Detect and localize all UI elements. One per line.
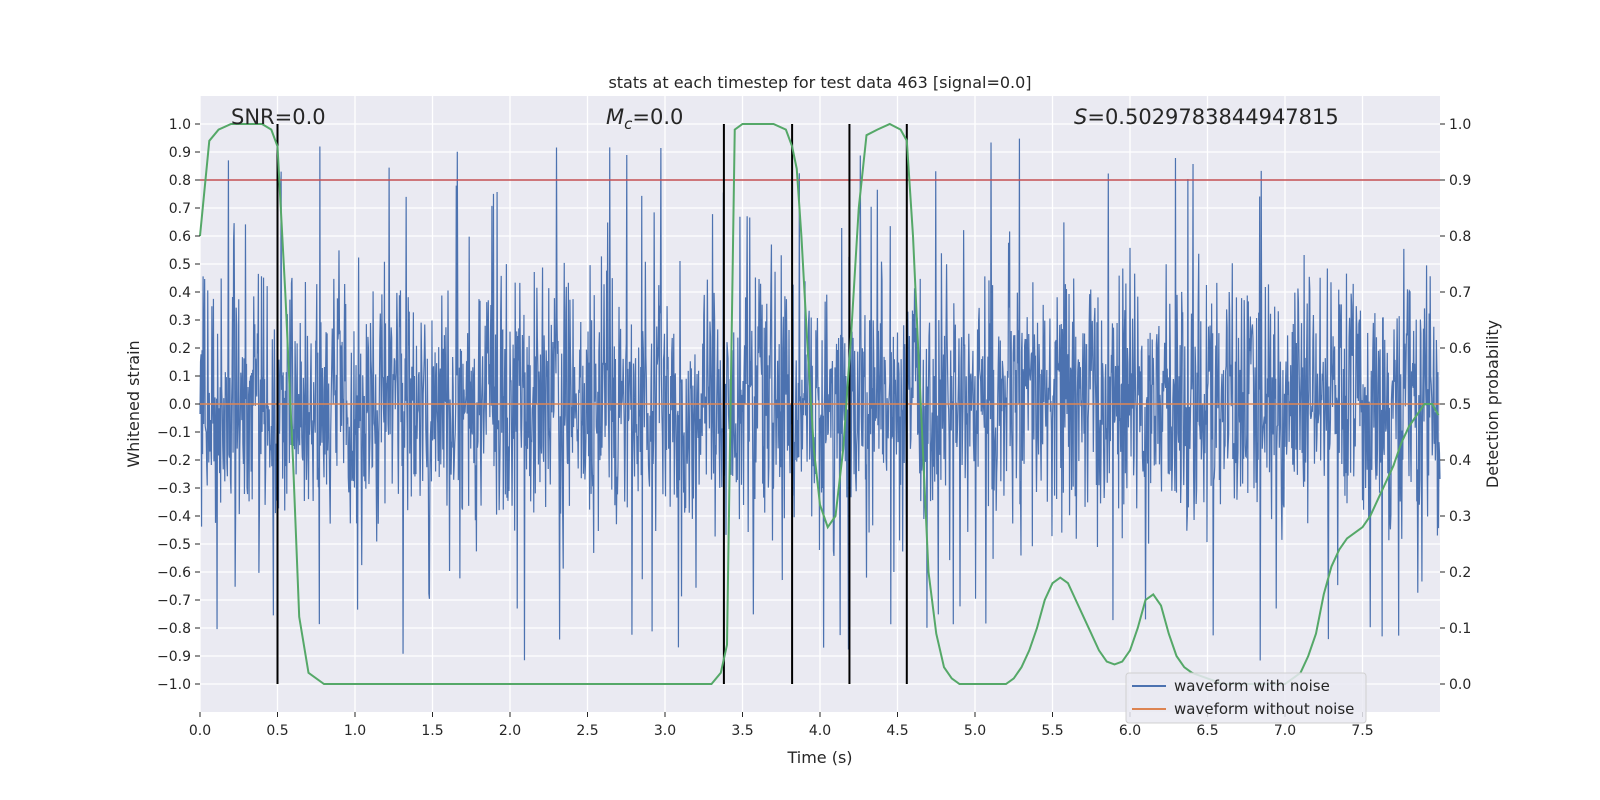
y-left-tick-label: 0.2 <box>169 341 191 357</box>
y-right-tick-label: 0.7 <box>1449 285 1471 301</box>
x-tick-label: 1.5 <box>421 723 443 739</box>
y-left-tick-label: −0.3 <box>157 481 191 497</box>
x-tick-label: 0.0 <box>189 723 211 739</box>
y-left-tick-label: 0.9 <box>169 145 191 161</box>
x-tick-label: 4.0 <box>809 723 831 739</box>
chart-title: stats at each timestep for test data 463… <box>608 73 1031 92</box>
x-tick-label: 3.5 <box>731 723 753 739</box>
y-left-tick-label: −0.1 <box>157 425 191 441</box>
y-left-tick-label: 0.4 <box>169 285 191 301</box>
y-right-tick-label: 0.3 <box>1449 509 1471 525</box>
y-right-tick-label: 0.1 <box>1449 621 1471 637</box>
chirp-mass-subscript: c <box>624 115 633 133</box>
y-left-tick-label: −0.4 <box>157 509 191 525</box>
s-score-annotation: S=0.5029783844947815 <box>1074 105 1339 129</box>
waveform-with-noise-series <box>199 138 1441 661</box>
x-tick-label: 7.0 <box>1274 723 1296 739</box>
x-tick-label: 7.5 <box>1351 723 1373 739</box>
y-left-tick-label: 0.7 <box>169 201 191 217</box>
y-right-tick-label: 0.8 <box>1449 229 1471 245</box>
y-left-tick-label: 1.0 <box>169 117 191 133</box>
detection-probability-line <box>199 122 1440 685</box>
y-right-tick-label: 0.9 <box>1449 173 1471 189</box>
right-axis-ticks: 1.0 0.9 0.8 0.7 0.6 0.5 0.4 0.3 0.2 0.1 0.0 <box>1440 117 1471 693</box>
chirp-mass-value: =0.0 <box>632 105 683 129</box>
y-right-tick-label: 0.6 <box>1449 341 1471 357</box>
detection-probability-series <box>199 122 1440 685</box>
y-left-tick-label: −0.6 <box>157 565 191 581</box>
x-axis-label: Time (s) <box>786 748 852 767</box>
snr-annotation: SNR=0.0 <box>231 105 326 129</box>
y-left-tick-label: −0.5 <box>157 537 191 553</box>
y-right-tick-label: 0.5 <box>1449 397 1471 413</box>
x-tick-label: 2.0 <box>499 723 521 739</box>
y-left-tick-label: 0.3 <box>169 313 191 329</box>
y-left-tick-label: −0.9 <box>157 649 191 665</box>
y-left-tick-label: 0.1 <box>169 369 191 385</box>
y-right-tick-label: 0.4 <box>1449 453 1471 469</box>
legend-box <box>1125 672 1367 724</box>
y-left-tick-label: −0.2 <box>157 453 191 469</box>
chirp-mass-annotation: Mc=0.0 <box>606 105 683 133</box>
legend-label-noise: waveform with noise <box>1174 677 1330 695</box>
x-tick-label: 3.0 <box>654 723 676 739</box>
x-axis-ticks: 0.0 0.5 1.0 1.5 2.0 2.5 3.0 3.5 4.0 4.5 5.0 5.5 6.0 6… <box>189 712 1374 739</box>
left-axis-ticks: 1.0 0.9 0.8 0.7 0.6 0.5 0.4 0.3 0.2 0.1 0.0 −0.1 −0.… <box>157 117 200 693</box>
x-tick-label: 4.5 <box>886 723 908 739</box>
y-left-tick-label: −0.8 <box>157 621 191 637</box>
x-tick-label: 1.0 <box>344 723 366 739</box>
y-axis-right-label: Detection probability <box>1483 320 1502 488</box>
waveform-with-noise-line <box>199 138 1441 661</box>
y-left-tick-label: 0.0 <box>169 397 191 413</box>
x-tick-label: 5.0 <box>964 723 986 739</box>
y-axis-left-label: Whitened strain <box>124 340 143 467</box>
y-right-tick-label: 0.0 <box>1449 677 1471 693</box>
y-left-tick-label: 0.8 <box>169 173 191 189</box>
x-tick-label: 5.5 <box>1041 723 1063 739</box>
y-left-tick-label: −1.0 <box>157 677 191 693</box>
x-tick-label: 6.5 <box>1196 723 1218 739</box>
x-tick-label: 2.5 <box>576 723 598 739</box>
event-markers <box>276 124 908 684</box>
y-left-tick-label: 0.5 <box>169 257 191 273</box>
y-right-tick-label: 1.0 <box>1449 117 1471 133</box>
y-right-tick-label: 0.2 <box>1449 565 1471 581</box>
x-tick-label: 0.5 <box>266 723 288 739</box>
y-left-tick-label: 0.6 <box>169 229 191 245</box>
s-score-value: =0.5029783844947815 <box>1087 105 1338 129</box>
legend-label-clean: waveform without noise <box>1174 700 1354 718</box>
legend: waveform with noise waveform without noi… <box>1125 672 1367 724</box>
chirp-mass-symbol: M <box>606 105 624 129</box>
s-score-symbol: S <box>1074 105 1087 129</box>
x-tick-label: 6.0 <box>1119 723 1141 739</box>
y-left-tick-label: −0.7 <box>157 593 191 609</box>
